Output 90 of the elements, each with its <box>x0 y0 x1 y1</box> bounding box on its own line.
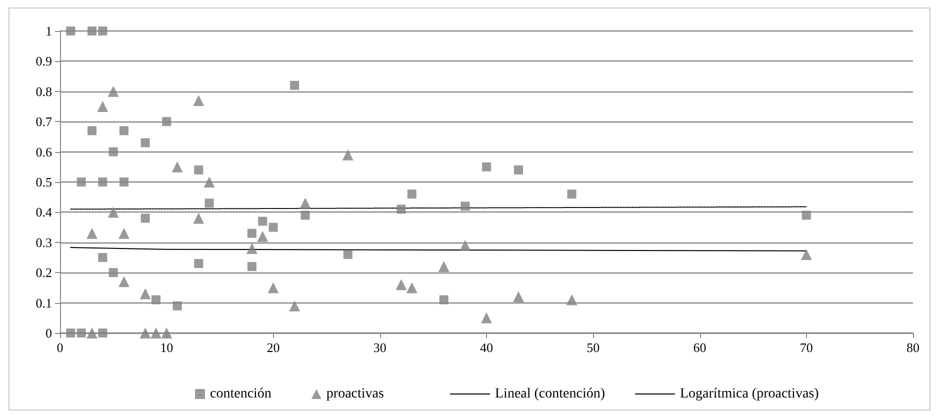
point <box>98 328 108 338</box>
y-tick-label: 0.5 <box>36 174 52 190</box>
point <box>87 26 96 36</box>
point <box>566 294 578 306</box>
point <box>150 328 162 338</box>
point <box>194 165 204 174</box>
point <box>396 279 407 290</box>
legend-label: contención <box>210 386 272 402</box>
point <box>97 101 108 112</box>
point <box>247 228 256 238</box>
point <box>66 26 76 36</box>
point <box>76 178 86 186</box>
y-tick-label: 0.2 <box>36 265 52 280</box>
point <box>407 190 416 199</box>
y-tick-label: 0.4 <box>36 204 52 220</box>
point <box>151 295 160 304</box>
x-tick-label: 40 <box>480 340 493 355</box>
point <box>193 212 204 224</box>
x-tick-label: 60 <box>693 340 706 355</box>
point <box>512 291 524 302</box>
point <box>87 126 96 136</box>
y-tick-label: 0.7 <box>36 114 52 130</box>
y-tick-label: 0.9 <box>36 54 52 69</box>
y-tick-label: 1 <box>46 24 52 38</box>
point <box>98 253 108 262</box>
x-tick-label: 70 <box>800 340 813 355</box>
x-tick-label: 80 <box>906 340 920 355</box>
point <box>396 204 406 214</box>
point <box>246 242 258 254</box>
point <box>86 228 98 239</box>
point <box>119 126 128 136</box>
x-tick-label: 0 <box>56 340 64 355</box>
point <box>268 222 278 232</box>
point <box>140 328 151 338</box>
point <box>460 240 471 251</box>
point <box>406 282 418 294</box>
point <box>204 176 215 188</box>
point <box>439 295 448 304</box>
point <box>86 328 98 338</box>
point <box>257 230 268 242</box>
point <box>140 138 150 148</box>
point <box>98 178 108 186</box>
point <box>172 301 182 310</box>
point <box>119 178 128 186</box>
point <box>162 117 172 126</box>
y-tick-label: 0.6 <box>36 144 52 160</box>
point <box>161 328 172 338</box>
point <box>258 216 268 226</box>
y-tick-label: 0 <box>46 326 52 340</box>
legend-label: Lineal (contención) <box>495 386 606 402</box>
x-tick-label: 50 <box>586 340 600 355</box>
legend-label: proactivas <box>326 386 384 402</box>
point <box>108 147 118 156</box>
x-tick-label: 30 <box>373 340 386 355</box>
point <box>172 161 183 172</box>
point <box>247 262 256 272</box>
point <box>140 214 150 223</box>
point <box>300 210 310 220</box>
point <box>194 259 204 268</box>
point <box>193 94 204 106</box>
legend-label: Logarítmica (proactivas) <box>680 386 820 402</box>
x-tick-label: 10 <box>160 340 174 355</box>
point <box>460 202 470 211</box>
point <box>268 282 279 294</box>
point <box>290 80 300 90</box>
point <box>482 162 491 172</box>
point <box>118 228 130 239</box>
point <box>800 248 812 260</box>
point <box>289 300 300 312</box>
x-tick-label: 20 <box>266 340 280 355</box>
point <box>481 312 492 324</box>
point <box>108 206 119 218</box>
point <box>514 165 523 174</box>
point <box>118 276 130 288</box>
point <box>98 26 108 36</box>
point <box>108 86 119 97</box>
point <box>342 149 354 160</box>
y-tick-label: 0.8 <box>36 84 52 99</box>
y-tick-label: 0.1 <box>36 295 52 310</box>
point <box>140 288 151 300</box>
point <box>343 250 352 259</box>
point <box>108 268 118 278</box>
point <box>66 328 76 338</box>
y-tick-label: 0.3 <box>36 234 52 250</box>
point <box>76 328 86 338</box>
point <box>438 261 450 272</box>
point <box>204 198 214 208</box>
point <box>300 198 311 209</box>
point <box>567 190 576 199</box>
point <box>802 210 811 220</box>
